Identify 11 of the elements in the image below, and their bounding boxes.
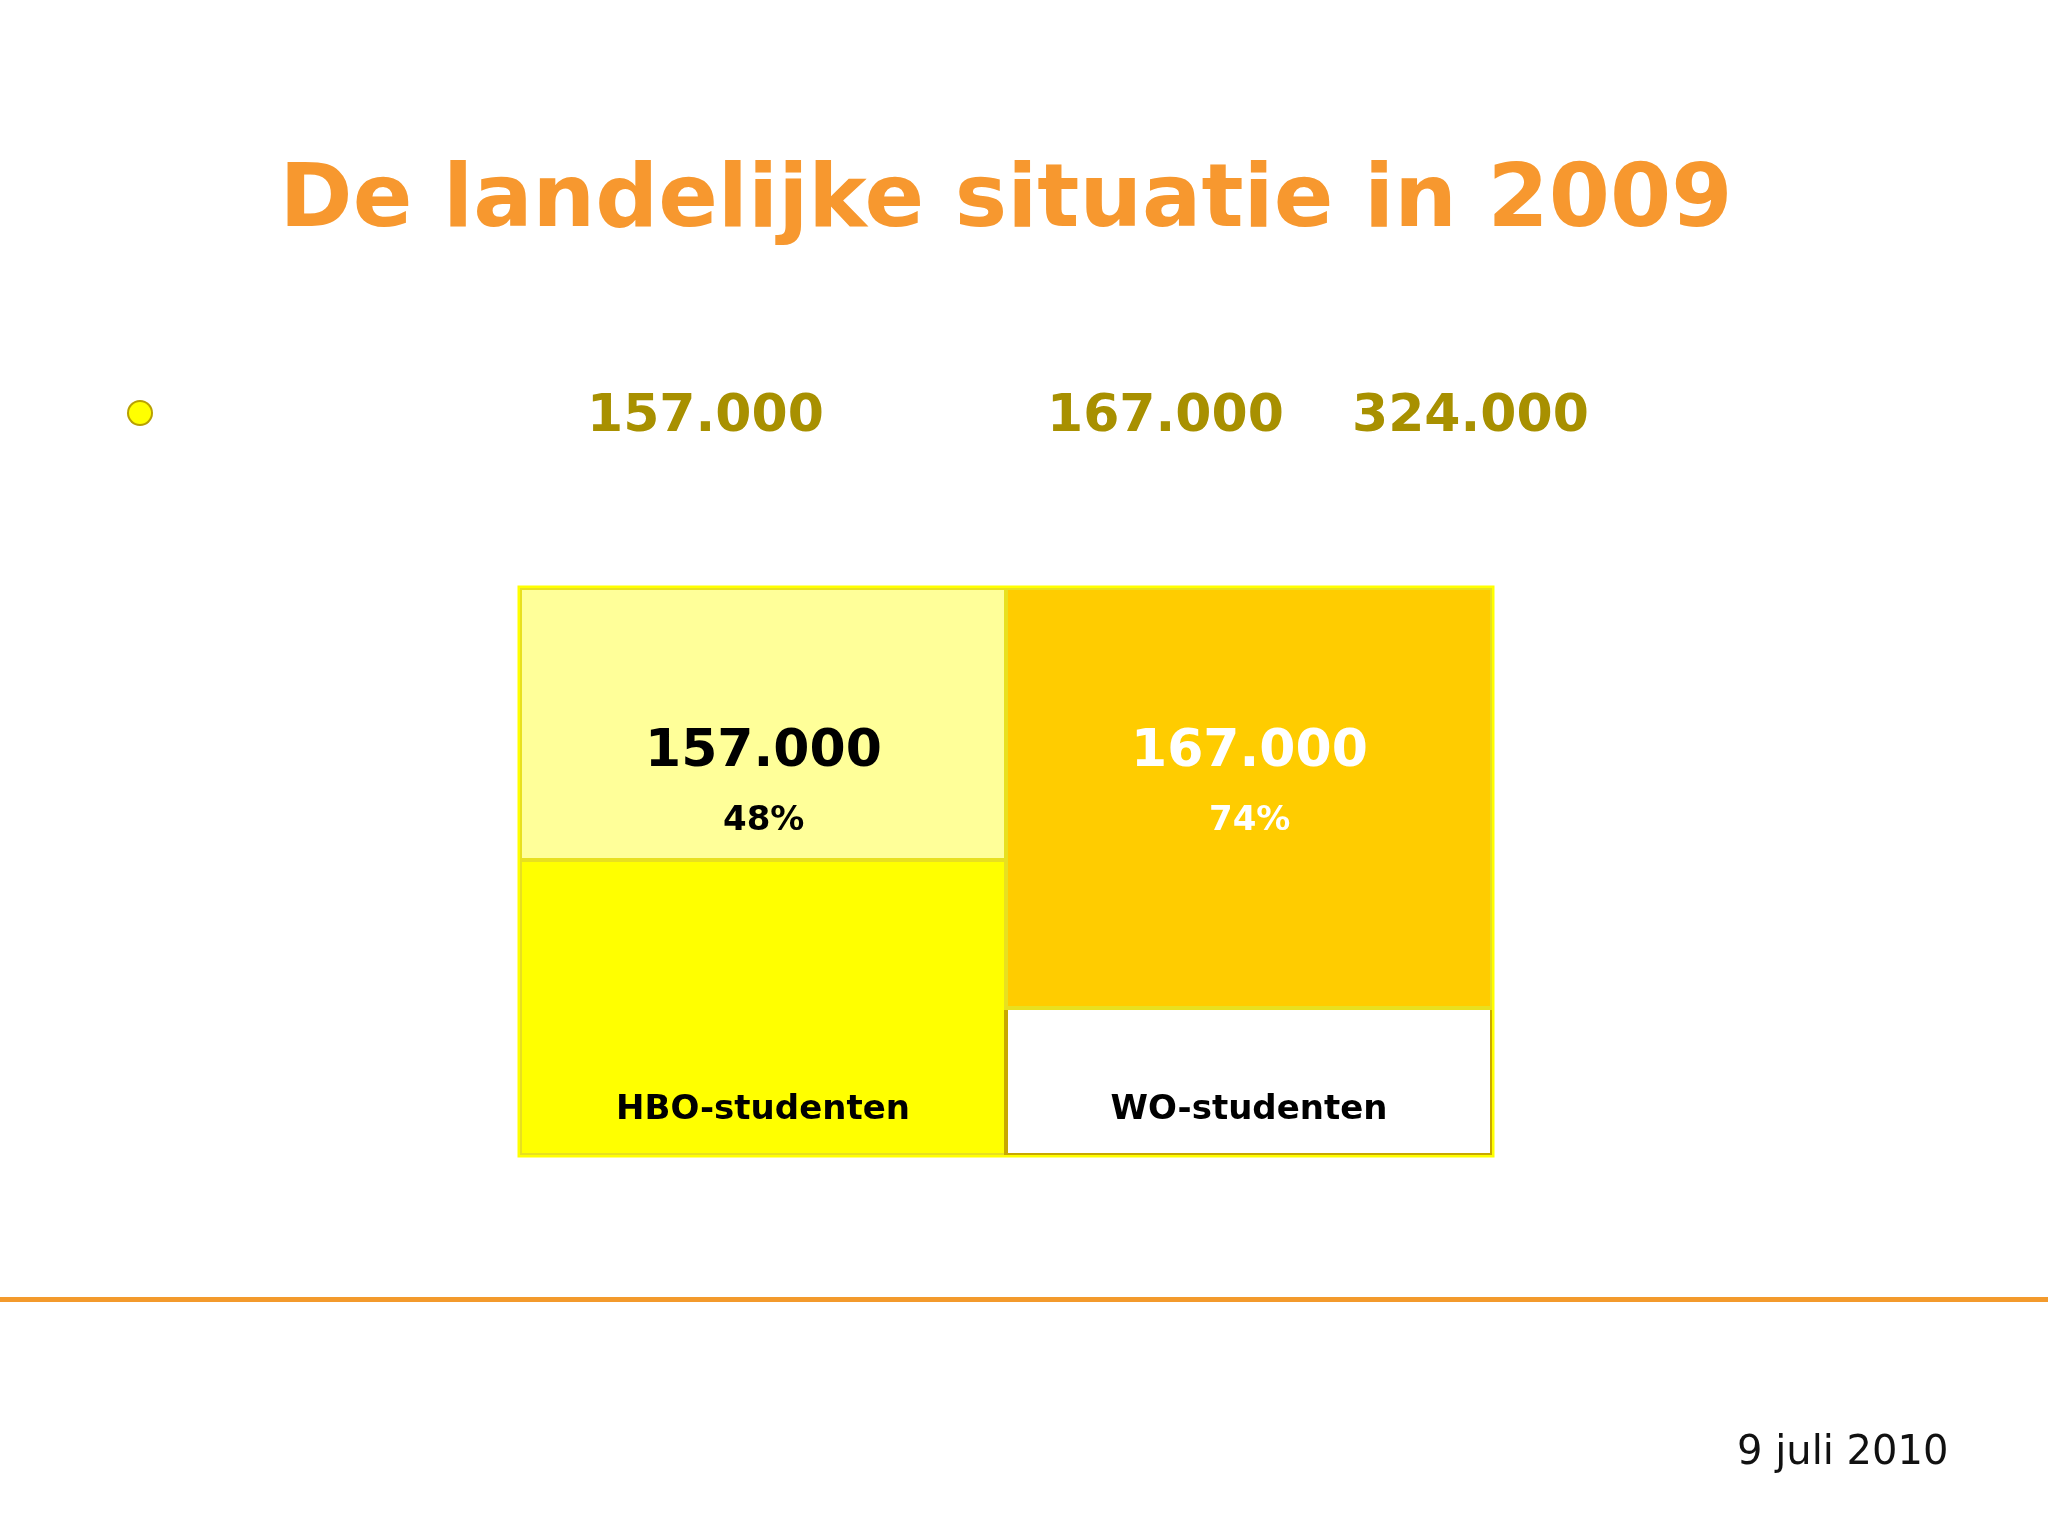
annotation: 167.000 (1131, 718, 1368, 778)
text: 157.000 (587, 383, 824, 443)
chart-title: De landelijke situatie in 2009 (279, 143, 1733, 247)
x-tick-label: WO-studenten (1110, 1087, 1388, 1128)
text: 167.000 (1047, 383, 1284, 443)
text: 324.000 (1352, 383, 1589, 443)
x-tick-label: HBO-studenten (616, 1087, 910, 1128)
annotation: 157.000 (645, 718, 882, 778)
data-label: 74% (1209, 798, 1291, 838)
text: 9 juli 2010 (1737, 1427, 1949, 1473)
data-label: 48% (723, 798, 805, 838)
